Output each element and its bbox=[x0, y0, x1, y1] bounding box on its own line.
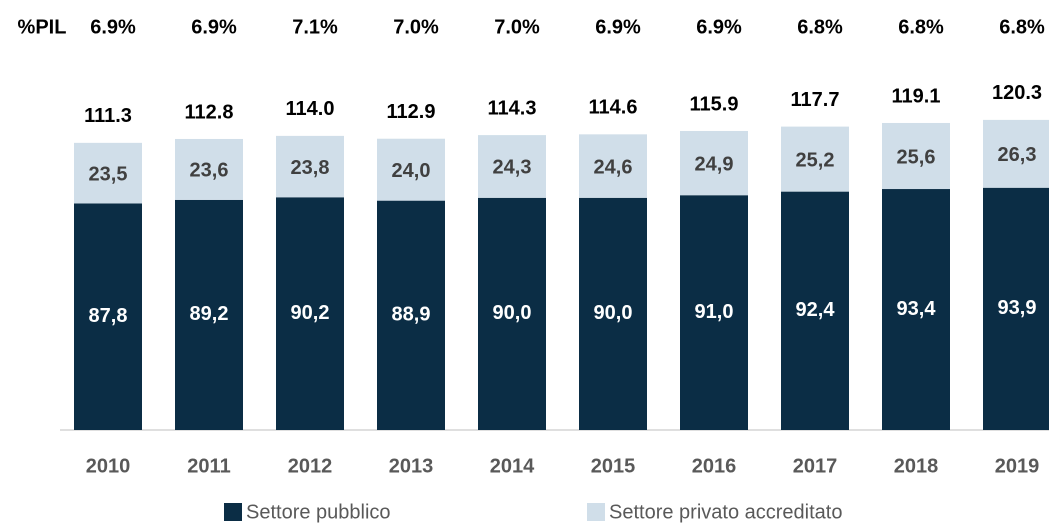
data-label: 91,0 bbox=[695, 301, 734, 323]
x-tick-label: 2011 bbox=[187, 455, 230, 477]
x-tick-label: 2019 bbox=[995, 455, 1040, 477]
data-label: 93,4 bbox=[897, 298, 937, 320]
bar-segment bbox=[680, 130, 748, 196]
legend-swatch bbox=[224, 503, 242, 521]
total-label: 114.6 bbox=[589, 97, 638, 119]
bar-segment bbox=[882, 189, 950, 430]
x-tick-label: 2013 bbox=[389, 455, 434, 477]
legend-label: Settore privato accreditato bbox=[609, 501, 842, 523]
bar-segment bbox=[377, 138, 445, 201]
bar-segment bbox=[680, 195, 748, 430]
total-label: 114.3 bbox=[488, 97, 537, 119]
data-label: 23,6 bbox=[190, 160, 229, 182]
x-tick-label: 2012 bbox=[288, 455, 333, 477]
data-label: 88,9 bbox=[392, 304, 431, 326]
bar-segment bbox=[983, 187, 1049, 430]
data-label: 24,3 bbox=[493, 157, 532, 179]
data-label: 23,8 bbox=[291, 157, 330, 179]
bar-segment bbox=[579, 134, 647, 198]
bar-segment bbox=[175, 199, 243, 430]
data-label: 25,6 bbox=[897, 146, 936, 168]
data-label: 87,8 bbox=[89, 305, 128, 327]
data-label: 90,0 bbox=[493, 302, 532, 324]
total-label: 111.3 bbox=[84, 105, 132, 127]
data-label: 23,5 bbox=[89, 163, 128, 185]
x-tick-label: 2014 bbox=[490, 455, 535, 477]
x-tick-label: 2010 bbox=[86, 455, 131, 477]
legend-label: Settore pubblico bbox=[246, 501, 391, 523]
data-label: 93,9 bbox=[998, 297, 1037, 319]
pil-value: 6.9% bbox=[90, 16, 136, 38]
bar-segment bbox=[478, 197, 546, 430]
x-tick-label: 2015 bbox=[591, 455, 636, 477]
pil-value: 6.8% bbox=[999, 16, 1045, 38]
pil-value: 6.8% bbox=[797, 16, 843, 38]
data-label: 90,2 bbox=[291, 302, 330, 324]
pil-value: 7.0% bbox=[494, 16, 540, 38]
x-tick-label: 2018 bbox=[894, 455, 939, 477]
bar-segment bbox=[74, 203, 142, 430]
data-label: 26,3 bbox=[998, 144, 1037, 166]
total-label: 117.7 bbox=[791, 89, 840, 111]
bar-segment bbox=[882, 122, 950, 190]
bar-segment bbox=[276, 197, 344, 430]
bar-segment bbox=[175, 138, 243, 200]
total-label: 115.9 bbox=[690, 93, 739, 115]
total-label: 119.1 bbox=[892, 85, 941, 107]
pil-value: 6.9% bbox=[191, 16, 237, 38]
bar-segment bbox=[781, 191, 849, 430]
bar-segment bbox=[781, 126, 849, 192]
data-label: 89,2 bbox=[190, 303, 229, 325]
x-tick-label: 2016 bbox=[692, 455, 737, 477]
pil-value: 7.0% bbox=[393, 16, 439, 38]
total-label: 120.3 bbox=[992, 82, 1042, 104]
bar-segment bbox=[478, 135, 546, 198]
legend-swatch bbox=[587, 503, 605, 521]
bar-segment bbox=[377, 200, 445, 430]
bar-segment bbox=[983, 119, 1049, 188]
total-label: 112.8 bbox=[185, 101, 234, 123]
pil-label: %PIL bbox=[18, 16, 67, 38]
bar-segment bbox=[74, 142, 142, 204]
data-label: 90,0 bbox=[594, 302, 633, 324]
bar-segment bbox=[276, 135, 344, 198]
bar-segment bbox=[579, 197, 647, 430]
data-label: 24,6 bbox=[594, 156, 633, 178]
total-label: 114.0 bbox=[286, 98, 335, 120]
total-label: 112.9 bbox=[387, 101, 436, 123]
pil-value: 6.9% bbox=[595, 16, 641, 38]
x-tick-label: 2017 bbox=[793, 455, 838, 477]
pil-value: 6.8% bbox=[898, 16, 944, 38]
data-label: 24,0 bbox=[392, 160, 431, 182]
pil-value: 6.9% bbox=[696, 16, 742, 38]
data-label: 92,4 bbox=[796, 299, 836, 321]
data-label: 25,2 bbox=[796, 149, 835, 171]
data-label: 24,9 bbox=[695, 153, 734, 175]
pil-value: 7.1% bbox=[292, 16, 338, 38]
